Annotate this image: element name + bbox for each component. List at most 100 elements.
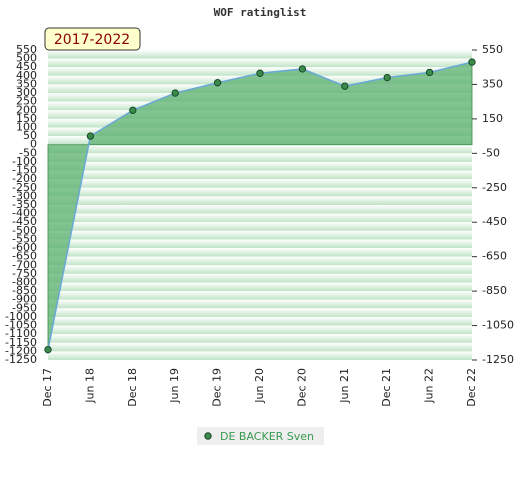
y-tick-label: -300: [12, 189, 37, 202]
x-tick-label: Dec 21: [380, 368, 393, 407]
point: [341, 82, 349, 90]
legend-marker: [204, 432, 212, 440]
y-tick-label: -800: [12, 276, 37, 289]
y-tick-label: -400: [12, 207, 37, 220]
y2-tick-label: 350: [482, 77, 503, 90]
y-tick-label: 200: [16, 103, 37, 116]
point: [256, 69, 264, 77]
x-tick-label: Jun 20: [253, 368, 266, 404]
y-tick-label: -1000: [5, 310, 37, 323]
y-tick-label: -600: [12, 241, 37, 254]
x-tick-label: Jun 22: [423, 368, 436, 404]
grid-band: [48, 342, 472, 352]
y-tick-label: 550: [16, 43, 37, 56]
grid-band: [48, 50, 472, 59]
grid-band: [48, 230, 472, 240]
grid-band: [48, 239, 472, 249]
grid-band: [48, 308, 472, 317]
grid-band: [48, 256, 472, 266]
grid-band: [48, 316, 472, 326]
y-tick-label: -1100: [5, 327, 37, 340]
x-tick-label: Jun 18: [83, 368, 96, 404]
x-tick-label: Dec 17: [41, 368, 54, 407]
point: [171, 89, 179, 97]
y2-tick-label: -1250: [482, 353, 514, 366]
y-tick-label: 500: [16, 52, 37, 65]
grid-band: [48, 325, 472, 335]
y-tick-label: 50: [23, 129, 37, 142]
y-tick-label: -650: [12, 250, 37, 263]
y-tick-label: -150: [12, 164, 37, 177]
grid-band: [48, 179, 472, 188]
grid-band: [48, 291, 472, 300]
x-tick-label: Dec 20: [295, 368, 308, 407]
x-tick-label: Dec 18: [126, 368, 139, 407]
y-tick-label: -550: [12, 232, 37, 245]
point: [129, 106, 137, 114]
point: [298, 65, 307, 73]
y2-tick-label: -1050: [482, 319, 514, 332]
point: [86, 132, 95, 140]
grid-band: [48, 273, 472, 283]
grid-band: [48, 351, 472, 360]
grid-band: [48, 153, 472, 162]
y-tick-label: -900: [12, 293, 37, 306]
legend-label: DE BACKER Sven: [220, 430, 314, 443]
y-tick-label: -500: [12, 224, 37, 237]
y2-tick-label: -650: [482, 250, 507, 263]
y2-tick-label: -250: [482, 181, 507, 194]
y-tick-label: -450: [12, 215, 37, 228]
y-tick-label: 300: [16, 86, 37, 99]
y-tick-label: -850: [12, 284, 37, 297]
y-tick-label: -1050: [5, 319, 37, 332]
y2-tick-label: 150: [482, 112, 503, 125]
grid-band: [48, 196, 472, 205]
point: [425, 68, 434, 77]
y-tick-label: -350: [12, 198, 37, 211]
badge: 2017-2022: [54, 32, 130, 48]
y-tick-label: 0: [30, 138, 37, 151]
y-tick-label: -250: [12, 181, 37, 194]
grid-band: [48, 205, 472, 214]
y-tick-label: -700: [12, 258, 37, 271]
grid-band: [48, 170, 472, 180]
grid-band: [48, 187, 472, 197]
y2-tick-label: -850: [482, 284, 507, 297]
grid-band: [48, 58, 472, 68]
y-tick-label: -1250: [5, 353, 37, 366]
grid-band: [48, 144, 472, 154]
x-tick-label: Dec 19: [211, 368, 224, 407]
chart-title: WOF ratinglist: [214, 6, 307, 19]
y2-tick-label: -450: [482, 215, 507, 228]
point: [213, 79, 222, 87]
y-tick-label: 450: [16, 60, 37, 73]
y-tick-label: 350: [16, 77, 37, 90]
grid-band: [48, 282, 472, 292]
y2-tick-label: -50: [482, 146, 500, 159]
grid-band: [48, 334, 472, 343]
grid-band: [48, 213, 472, 223]
grid-band: [48, 222, 472, 231]
y-tick-label: -200: [12, 172, 37, 185]
y-tick-label: -50: [19, 146, 37, 159]
badge-box: [44, 27, 141, 51]
point: [44, 345, 52, 354]
grid-band: [48, 161, 472, 171]
grid-band: [48, 299, 472, 309]
grid-band: [48, 248, 472, 257]
y-tick-label: -1150: [5, 336, 37, 349]
y-tick-label: -950: [12, 301, 37, 314]
y-tick-label: 150: [16, 112, 37, 125]
y-tick-label: 400: [16, 69, 37, 82]
legend-box: [197, 427, 324, 445]
y-tick-label: 100: [16, 121, 37, 134]
x-tick-label: Jun 21: [338, 368, 351, 404]
y2-tick-label: 550: [482, 43, 503, 56]
y-tick-label: -100: [12, 155, 37, 168]
x-tick-label: Dec 22: [465, 368, 478, 407]
y-tick-label: -1200: [5, 344, 37, 357]
y-tick-label: -750: [12, 267, 37, 280]
point: [468, 58, 476, 66]
grid-band: [48, 265, 472, 274]
